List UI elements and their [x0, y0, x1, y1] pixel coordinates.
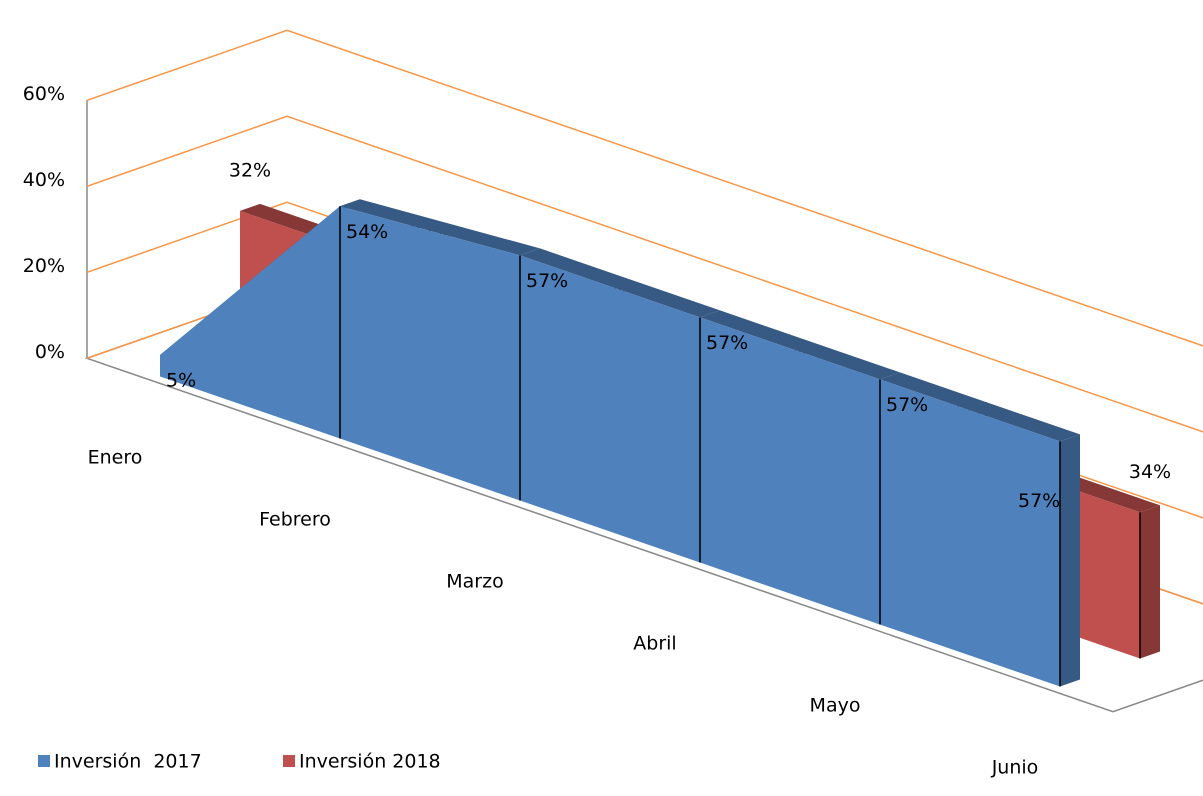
legend-swatch [38, 755, 50, 767]
area-top [700, 310, 900, 380]
area-top [520, 248, 720, 318]
data-label: 57% [706, 332, 748, 354]
data-label: 57% [1018, 490, 1060, 512]
y-tick-label: 60% [23, 83, 65, 105]
y-tick-label: 0% [35, 341, 65, 363]
x-tick-label: Mayo [810, 695, 861, 717]
data-label: 32% [229, 159, 271, 181]
area-top [880, 372, 1080, 442]
area-top [340, 199, 540, 256]
y-tick-label: 40% [23, 169, 65, 191]
x-tick-label: Marzo [446, 571, 503, 593]
y-tick-label: 20% [23, 255, 65, 277]
data-label: 57% [886, 394, 928, 416]
x-tick-label: Junio [991, 757, 1039, 779]
x-tick-label: Enero [88, 447, 143, 469]
data-label: 34% [1129, 461, 1171, 483]
x-tick-label: Abril [633, 633, 676, 655]
data-label: 5% [166, 370, 196, 392]
legend-label: Inversión 2018 [299, 751, 441, 773]
data-label: 57% [526, 270, 568, 292]
data-label: 54% [346, 221, 388, 243]
x-tick-label: Febrero [259, 509, 331, 531]
legend-swatch [283, 755, 295, 767]
area-side [1140, 505, 1160, 659]
area [160, 206, 1060, 687]
area-side [1060, 434, 1080, 687]
legend-label: Inversión 2017 [54, 751, 202, 773]
grid-line [86, 115, 1203, 433]
grid-line [86, 29, 1203, 347]
